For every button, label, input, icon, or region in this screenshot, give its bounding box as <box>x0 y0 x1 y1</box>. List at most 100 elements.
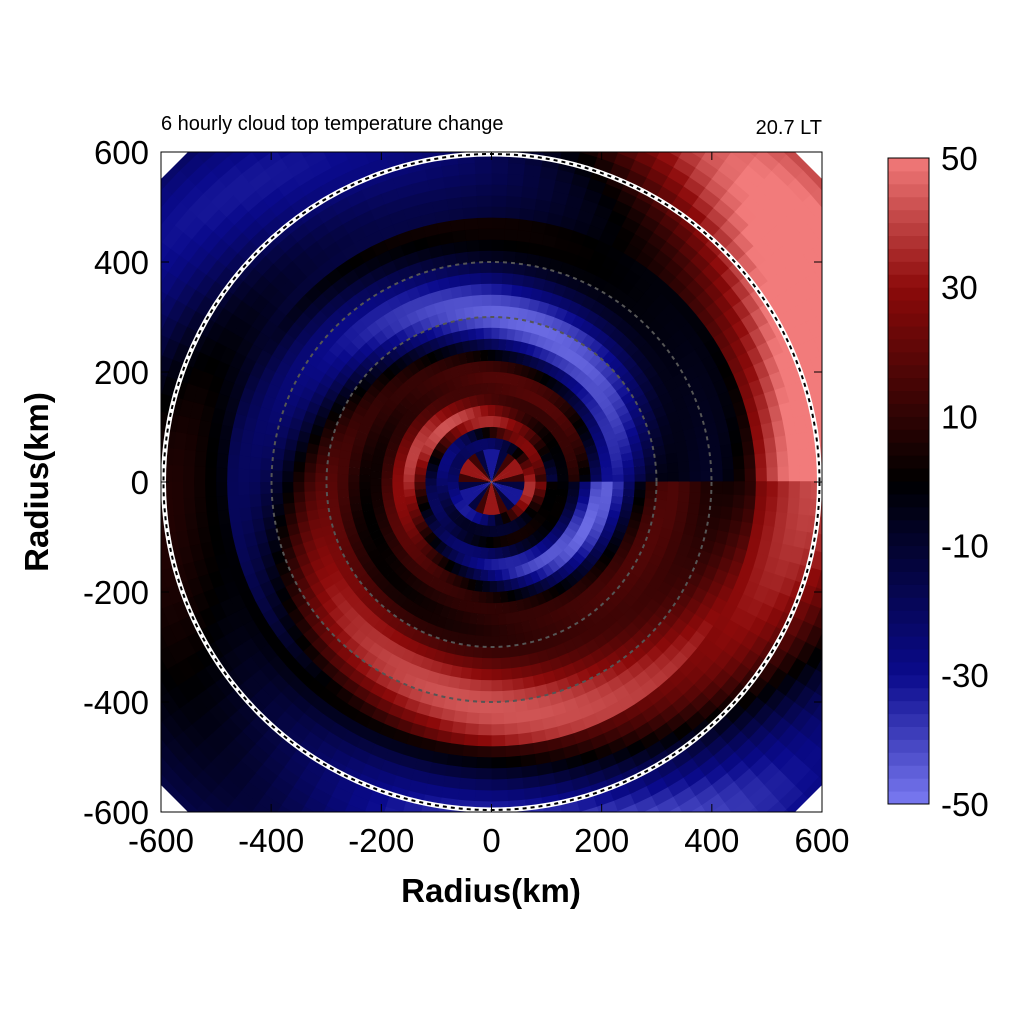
field-cell <box>545 375 558 390</box>
field-cell <box>561 334 575 349</box>
colorbar-step <box>888 726 929 740</box>
field-cell <box>600 528 614 541</box>
field-cell <box>116 462 128 483</box>
field-cell <box>481 473 492 482</box>
field-cell <box>662 548 678 563</box>
field-cell <box>424 470 438 480</box>
field-cell <box>610 459 624 469</box>
field-cell <box>501 405 511 418</box>
field-cell <box>481 305 492 317</box>
field-cell <box>559 733 578 749</box>
colorbar-step <box>888 455 929 469</box>
field-cell <box>268 290 287 310</box>
field-cell <box>863 311 882 336</box>
field-cell <box>579 481 592 490</box>
field-cell <box>651 515 665 528</box>
field-cell <box>787 448 801 467</box>
field-cell <box>73 438 86 462</box>
field-cell <box>667 276 687 295</box>
field-cell <box>415 643 429 658</box>
field-cell <box>455 421 468 436</box>
field-cell <box>388 558 403 572</box>
field-cell <box>132 537 147 559</box>
field-cell <box>661 432 676 446</box>
field-cell <box>697 549 713 566</box>
field-cell <box>121 539 136 561</box>
field-cell <box>270 398 286 415</box>
field-cell <box>380 596 395 612</box>
field-cell <box>506 328 516 341</box>
field-cell <box>623 62 649 81</box>
field-cell <box>664 258 684 278</box>
field-cell <box>139 634 159 658</box>
field-cell <box>499 360 509 373</box>
field-cell <box>847 403 862 425</box>
field-cell <box>643 387 659 402</box>
field-cell <box>88 282 109 309</box>
field-cell <box>435 579 447 594</box>
field-cell <box>315 454 329 466</box>
field-cell <box>341 863 366 882</box>
field-cell <box>602 403 616 416</box>
field-cell <box>458 465 473 477</box>
field-cell <box>428 374 441 388</box>
field-cell <box>609 535 623 548</box>
field-cell <box>589 403 604 417</box>
field-cell <box>513 622 525 635</box>
field-cell <box>463 589 474 602</box>
field-cell <box>281 471 294 483</box>
field-cell <box>426 279 441 294</box>
field-cell <box>352 262 371 280</box>
field-cell <box>395 420 409 434</box>
field-cell <box>391 427 406 440</box>
field-cell <box>419 557 433 572</box>
field-cell <box>575 501 589 513</box>
field-cell <box>262 608 280 627</box>
field-cell <box>530 662 544 677</box>
colorbar-step <box>888 235 929 249</box>
field-cell <box>370 492 383 502</box>
field-cell <box>542 670 557 685</box>
field-cell <box>570 568 585 583</box>
field-cell <box>640 438 654 450</box>
field-cell <box>623 474 636 482</box>
field-cell <box>529 405 543 419</box>
field-cell <box>443 416 457 430</box>
colorbar-step <box>888 158 929 172</box>
field-cell <box>831 347 849 370</box>
field-cell <box>500 439 512 453</box>
field-cell <box>447 676 461 690</box>
field-cell <box>868 355 885 380</box>
field-cell <box>334 233 354 252</box>
field-cell <box>652 109 677 129</box>
field-cell <box>611 466 624 476</box>
field-cell <box>553 236 570 252</box>
field-cell <box>573 444 587 456</box>
field-cell <box>413 712 430 728</box>
field-cell <box>528 500 542 513</box>
field-cell <box>581 347 596 363</box>
field-cell <box>546 122 568 137</box>
field-cell <box>575 606 590 622</box>
field-cell <box>131 616 150 640</box>
field-cell <box>401 584 415 599</box>
field-cell <box>558 46 584 62</box>
field-cell <box>419 292 434 308</box>
field-cell <box>448 631 460 645</box>
field-cell <box>284 438 298 452</box>
field-cell <box>388 518 403 531</box>
field-cell <box>425 478 437 487</box>
field-cell <box>545 599 558 614</box>
field-cell <box>277 630 295 650</box>
field-cell <box>654 453 668 465</box>
field-cell <box>501 470 514 480</box>
field-cell <box>491 558 500 571</box>
field-cell <box>480 680 492 692</box>
field-cell <box>467 30 492 42</box>
colorbar-step <box>888 623 929 637</box>
field-cell <box>371 572 386 586</box>
field-cell <box>508 600 519 614</box>
field-cell <box>519 654 531 668</box>
field-cell <box>501 568 511 581</box>
field-cell <box>491 746 507 758</box>
